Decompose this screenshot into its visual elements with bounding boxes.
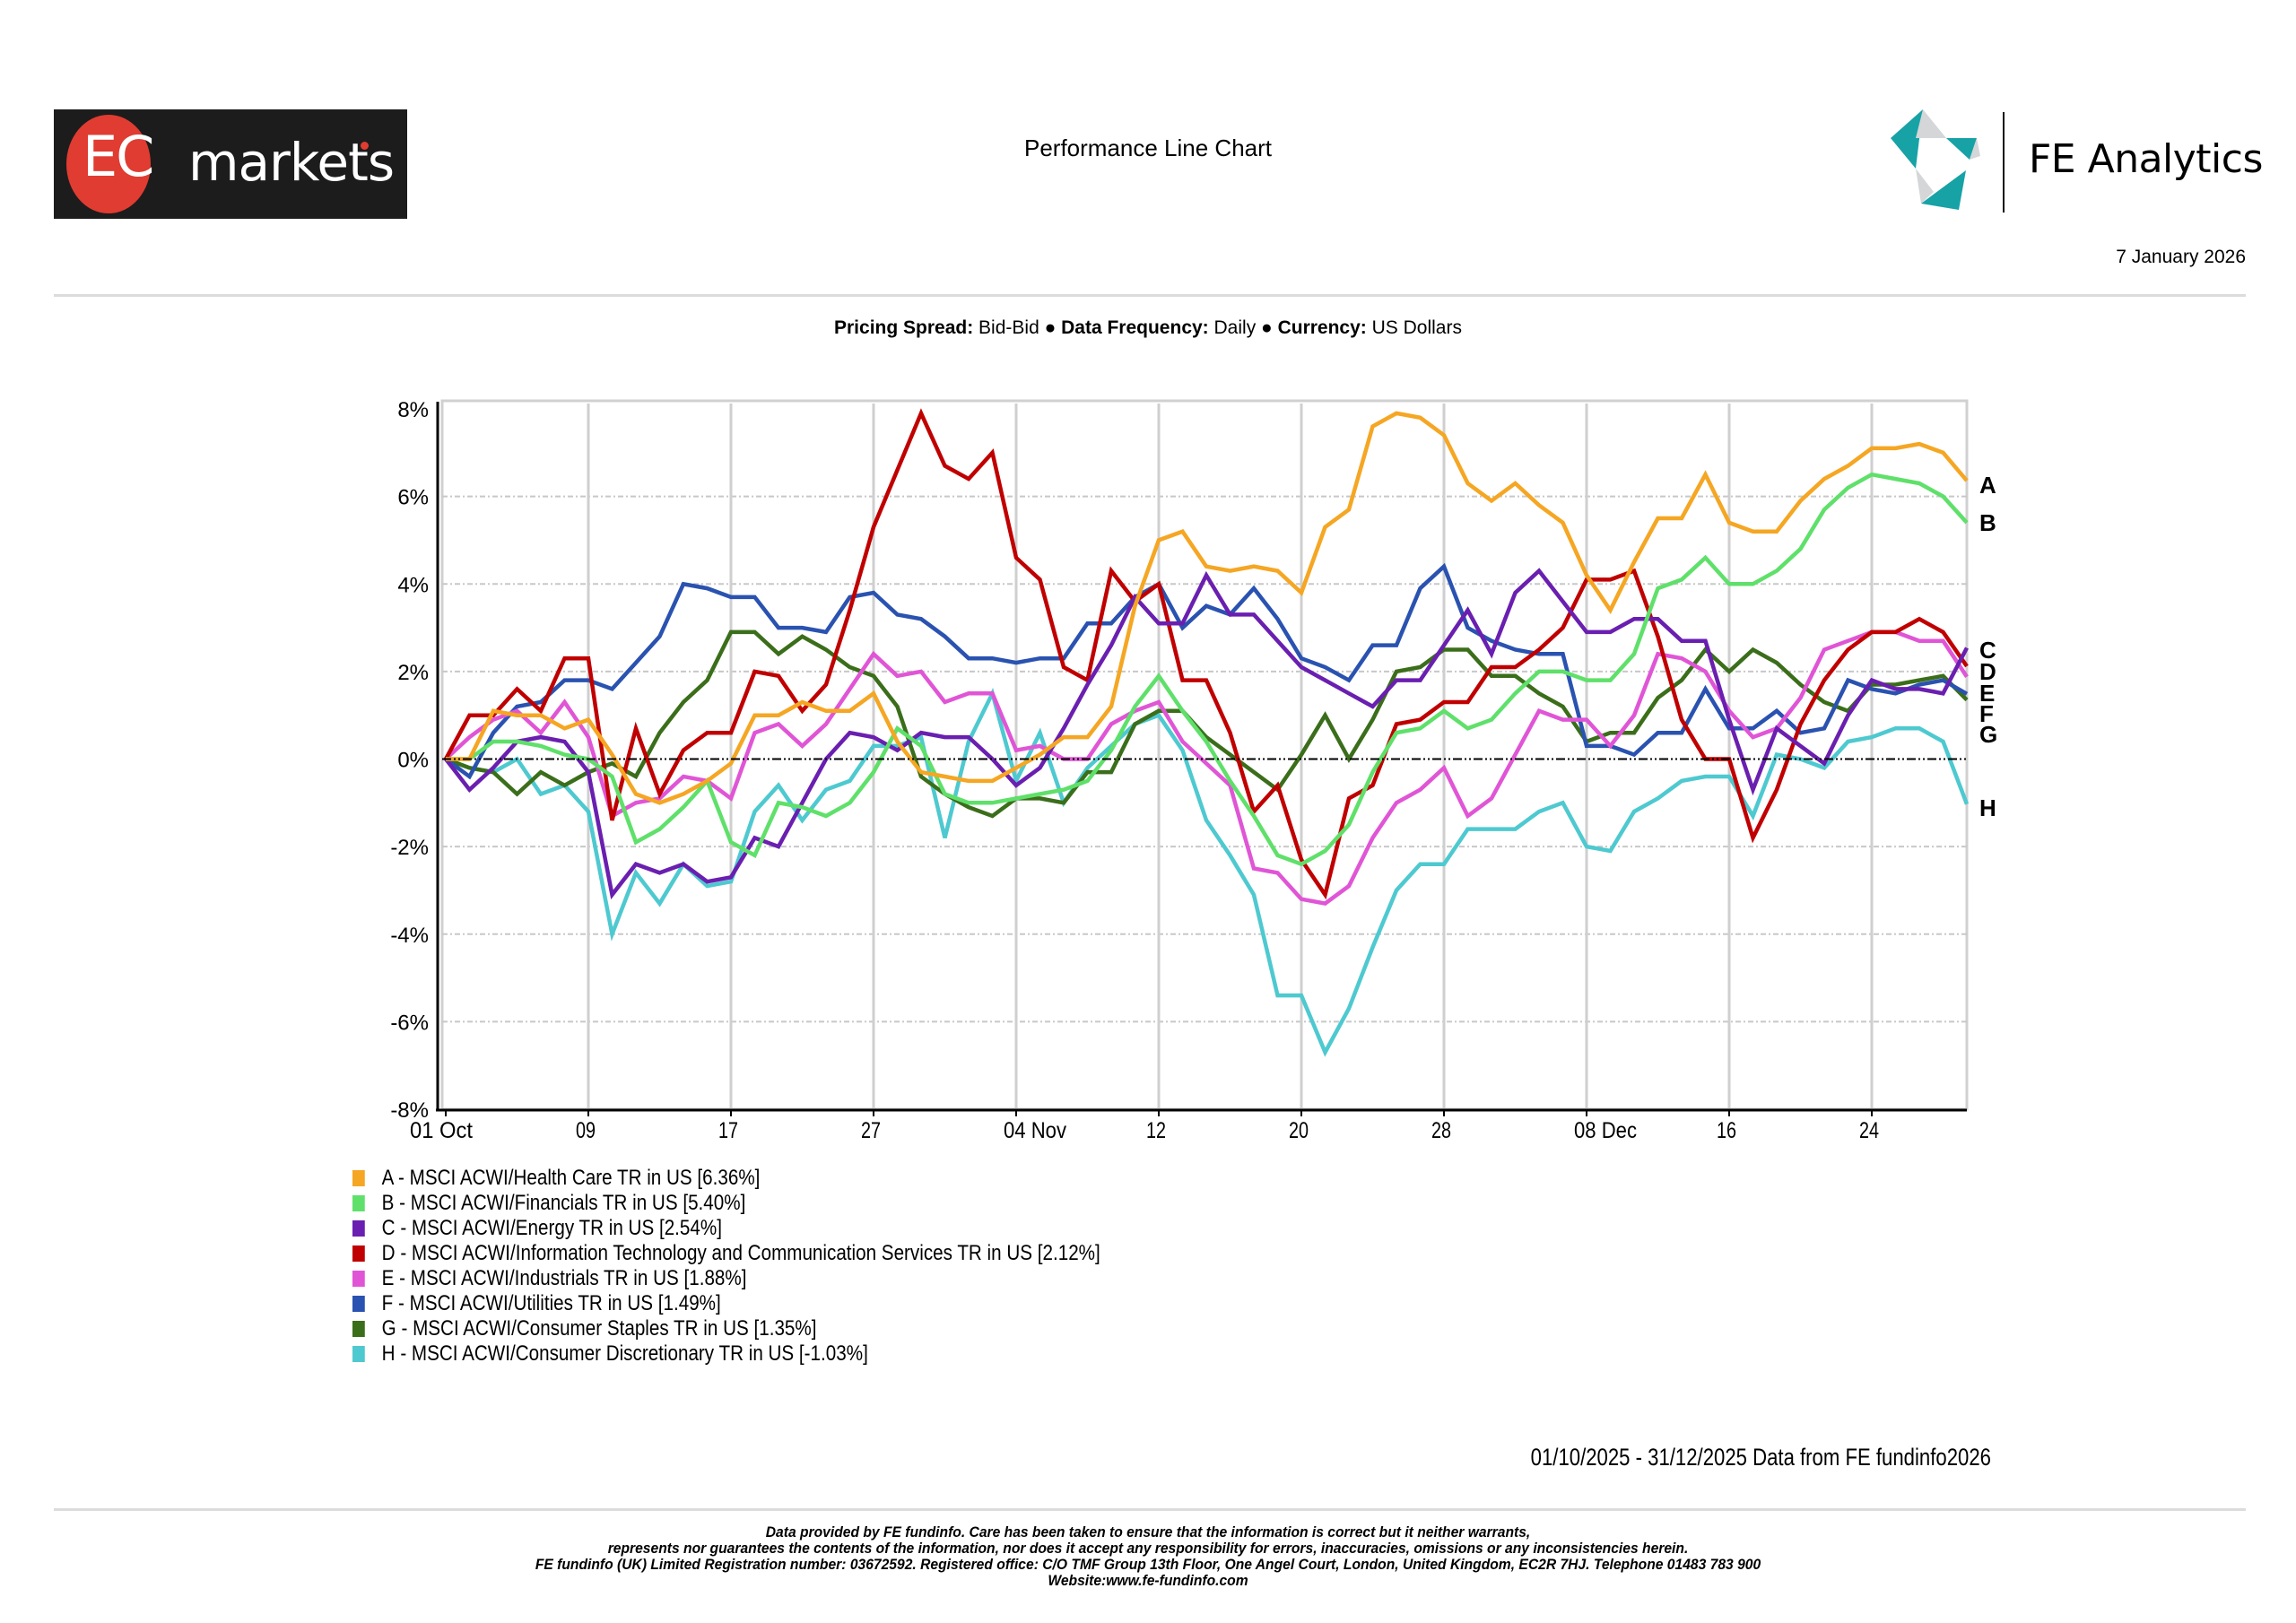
separator-dot: ●: [1044, 317, 1057, 338]
footer-divider: [54, 1508, 2246, 1511]
legend-item: F - MSCI ACWI/Utilities TR in US [1.49%]: [352, 1291, 1100, 1316]
provider-name: FE Analytics: [2029, 136, 2263, 182]
separator-dot: ●: [1261, 317, 1273, 338]
x-tick-label: 24: [1859, 1118, 1879, 1143]
x-tick-label: 08 Dec: [1574, 1118, 1637, 1143]
series-line-a: [446, 411, 1969, 805]
legend-swatch: [352, 1220, 365, 1237]
legend-label: C - MSCI ACWI/Energy TR in US [2.54%]: [381, 1216, 722, 1240]
end-label-d: D: [1979, 658, 1996, 685]
logo-dot: [361, 142, 369, 150]
legend-swatch: [352, 1170, 365, 1186]
legend-item: C - MSCI ACWI/Energy TR in US [2.54%]: [352, 1216, 1100, 1241]
y-tick-label: -2%: [390, 836, 429, 860]
logo-red-circle: [66, 115, 151, 213]
legend-swatch: [352, 1346, 365, 1362]
y-tick-label: -4%: [390, 924, 429, 948]
y-tick-label: 0%: [397, 749, 429, 773]
x-tick-label: 28: [1431, 1118, 1451, 1143]
date-range-source: 01/10/2025 - 31/12/2025 Data from FE fun…: [1530, 1444, 1991, 1471]
end-label-b: B: [1979, 509, 1996, 536]
y-tick-label: 2%: [397, 661, 429, 685]
series-line-b: [446, 472, 1969, 867]
y-tick-label: 6%: [397, 486, 429, 510]
legend-swatch: [352, 1321, 365, 1337]
x-tick-label: 04 Nov: [1004, 1118, 1066, 1143]
legend-item: D - MSCI ACWI/Information Technology and…: [352, 1241, 1100, 1266]
legend-label: E - MSCI ACWI/Industrials TR in US [1.88…: [381, 1266, 747, 1290]
series-layer: [444, 408, 1970, 1057]
legend-label: H - MSCI ACWI/Consumer Discretionary TR …: [381, 1341, 868, 1366]
x-tick-label: 27: [861, 1118, 881, 1143]
legend-label: G - MSCI ACWI/Consumer Staples TR in US …: [381, 1316, 817, 1341]
logo-text-markets: markets: [188, 132, 395, 193]
end-label-h: H: [1979, 794, 1996, 821]
pricing-spread-label: Pricing Spread:: [834, 317, 974, 338]
grid-layer: [440, 399, 1969, 1111]
logo-divider: [2003, 112, 2005, 213]
end-label-f: F: [1979, 700, 1994, 727]
end-label-a: A: [1979, 472, 1996, 499]
disclaimer: Data provided by FE fundinfo. Care has b…: [0, 1524, 2296, 1589]
fe-analytics-logo-icon: [1891, 109, 1980, 210]
legend-item: E - MSCI ACWI/Industrials TR in US [1.88…: [352, 1266, 1100, 1291]
legend-item: H - MSCI ACWI/Consumer Discretionary TR …: [352, 1341, 1100, 1367]
y-tick-label: -8%: [390, 1098, 429, 1123]
end-label-c: C: [1979, 637, 1996, 664]
legend-swatch: [352, 1245, 365, 1262]
legend-swatch: [352, 1271, 365, 1287]
x-tick-label: 09: [576, 1118, 596, 1143]
data-frequency-label: Data Frequency:: [1061, 317, 1209, 338]
currency-label: Currency:: [1277, 317, 1367, 338]
legend-label: F - MSCI ACWI/Utilities TR in US [1.49%]: [381, 1291, 721, 1315]
legend-item: G - MSCI ACWI/Consumer Staples TR in US …: [352, 1316, 1100, 1341]
series-line-f: [444, 562, 1969, 780]
disclaimer-line: Data provided by FE fundinfo. Care has b…: [765, 1523, 1531, 1541]
chart-parameters: Pricing Spread: Bid-Bid ● Data Frequency…: [0, 317, 2296, 339]
legend-swatch: [352, 1195, 365, 1211]
x-tick-label: 17: [718, 1118, 738, 1143]
legend-label: A - MSCI ACWI/Health Care TR in US [6.36…: [381, 1166, 761, 1190]
series-line-e: [444, 629, 1969, 906]
disclaimer-line: FE fundinfo (UK) Limited Registration nu…: [535, 1556, 1761, 1573]
legend-label: D - MSCI ACWI/Information Technology and…: [381, 1241, 1100, 1265]
disclaimer-line: represents nor guarantees the contents o…: [607, 1540, 1689, 1557]
y-tick-label: 4%: [397, 573, 429, 597]
header-divider: [54, 294, 2246, 297]
report-title: Performance Line Chart: [1023, 135, 1273, 161]
chart-legend: A - MSCI ACWI/Health Care TR in US [6.36…: [352, 1166, 1222, 1367]
x-tick-label: 12: [1146, 1118, 1166, 1143]
axis-layer: 8% 6% 4% 2% 0% -2% -4% -6% -8%01 Oct 09 17 27 04 Nov…: [390, 398, 1967, 1143]
ec-markets-logo: EC markets: [54, 109, 407, 219]
logo-text-ec: EC: [83, 124, 154, 189]
series-line-g: [445, 629, 1969, 819]
end-label-g: G: [1979, 721, 1997, 748]
plot-frame: [440, 399, 1969, 1111]
currency-value: US Dollars: [1371, 317, 1462, 338]
data-frequency-value: Daily: [1213, 317, 1257, 338]
x-tick-label: 16: [1717, 1118, 1736, 1143]
y-tick-label: 8%: [397, 398, 429, 422]
report-date: 7 January 2026: [2116, 247, 2246, 267]
series-line-h: [445, 687, 1970, 1057]
legend-swatch: [352, 1296, 365, 1312]
x-tick-label: 20: [1289, 1118, 1309, 1143]
legend-label: B - MSCI ACWI/Financials TR in US [5.40%…: [381, 1191, 746, 1215]
end-label-e: E: [1979, 680, 1995, 707]
pricing-spread-value: Bid-Bid: [978, 317, 1039, 338]
y-tick-label: -6%: [390, 1011, 429, 1035]
legend-item: A - MSCI ACWI/Health Care TR in US [6.36…: [352, 1166, 1100, 1191]
legend-item: B - MSCI ACWI/Financials TR in US [5.40%…: [352, 1191, 1100, 1216]
x-tick-label: 01 Oct: [410, 1118, 473, 1143]
series-line-c: [444, 568, 1969, 900]
disclaimer-line: Website:www.fe-fundinfo.com: [1048, 1572, 1248, 1589]
